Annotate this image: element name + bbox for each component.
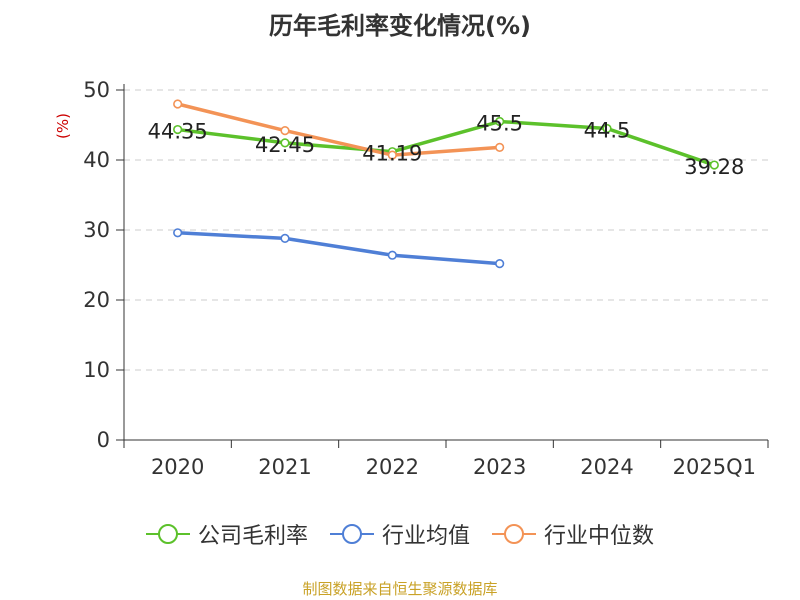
data-label: 42.45 [255, 133, 315, 157]
grid-layer [124, 89, 768, 371]
legend-item-company-margin[interactable]: 公司毛利率 [145, 518, 308, 550]
x-tick-label: 2023 [473, 455, 526, 479]
data-point [495, 116, 505, 127]
data-point [280, 233, 290, 243]
data-point [280, 126, 290, 136]
y-axis-label: (%) [54, 113, 72, 139]
x-tick-label: 2022 [366, 455, 419, 479]
series-line [177, 102, 500, 157]
y-tick-label: 0 [97, 428, 110, 452]
legend-marker-industry-median [492, 524, 536, 544]
data-label: 39.28 [684, 155, 744, 179]
y-tick-label: 10 [83, 358, 110, 382]
legend-label: 行业中位数 [544, 524, 655, 549]
y-tick-label: 50 [83, 78, 110, 102]
legend-item-industry-mean[interactable]: 行业均值 [329, 518, 470, 550]
data-label-layer: 44.35 42.45 41.19 45.5 44.5 39.28 [148, 112, 745, 180]
x-tick-label: 2024 [580, 455, 633, 479]
data-point [495, 142, 505, 152]
axis-layer: 0 10 20 30 40 50 2020 2021 2022 2023 2024 2025Q1 [83, 78, 769, 479]
legend-label: 公司毛利率 [197, 524, 308, 549]
x-tick-label: 2020 [151, 455, 204, 479]
x-tick-label: 2025Q1 [673, 455, 756, 479]
legend-item-industry-median[interactable]: 行业中位数 [492, 518, 654, 550]
y-tick-label: 40 [83, 148, 110, 172]
data-point [173, 228, 183, 238]
data-point [173, 124, 183, 135]
data-label: 44.5 [584, 119, 631, 143]
chart-title: 历年毛利率变化情况(%) [269, 12, 531, 40]
data-point [387, 150, 397, 160]
y-tick-label: 20 [83, 288, 110, 312]
legend-label: 行业均值 [381, 524, 470, 549]
series-line [177, 119, 715, 167]
y-tick-label: 30 [83, 218, 110, 242]
legend-marker-company-margin [145, 524, 190, 544]
x-tick-label: 2021 [258, 455, 311, 479]
data-point [495, 259, 505, 269]
series-layer [173, 99, 719, 269]
data-point [709, 160, 719, 170]
data-point [602, 123, 612, 134]
data-label: 41.19 [362, 142, 422, 166]
data-point [280, 138, 290, 148]
data-point [387, 250, 397, 260]
legend: 公司毛利率 行业均值 行业中位数 [0, 518, 800, 550]
data-point [173, 99, 183, 109]
data-label: 44.35 [148, 120, 208, 144]
data-label: 45.5 [476, 112, 523, 136]
legend-marker-industry-mean [329, 524, 374, 544]
series-line [177, 231, 500, 266]
source-note: 制图数据来自恒生聚源数据库 [302, 580, 498, 598]
